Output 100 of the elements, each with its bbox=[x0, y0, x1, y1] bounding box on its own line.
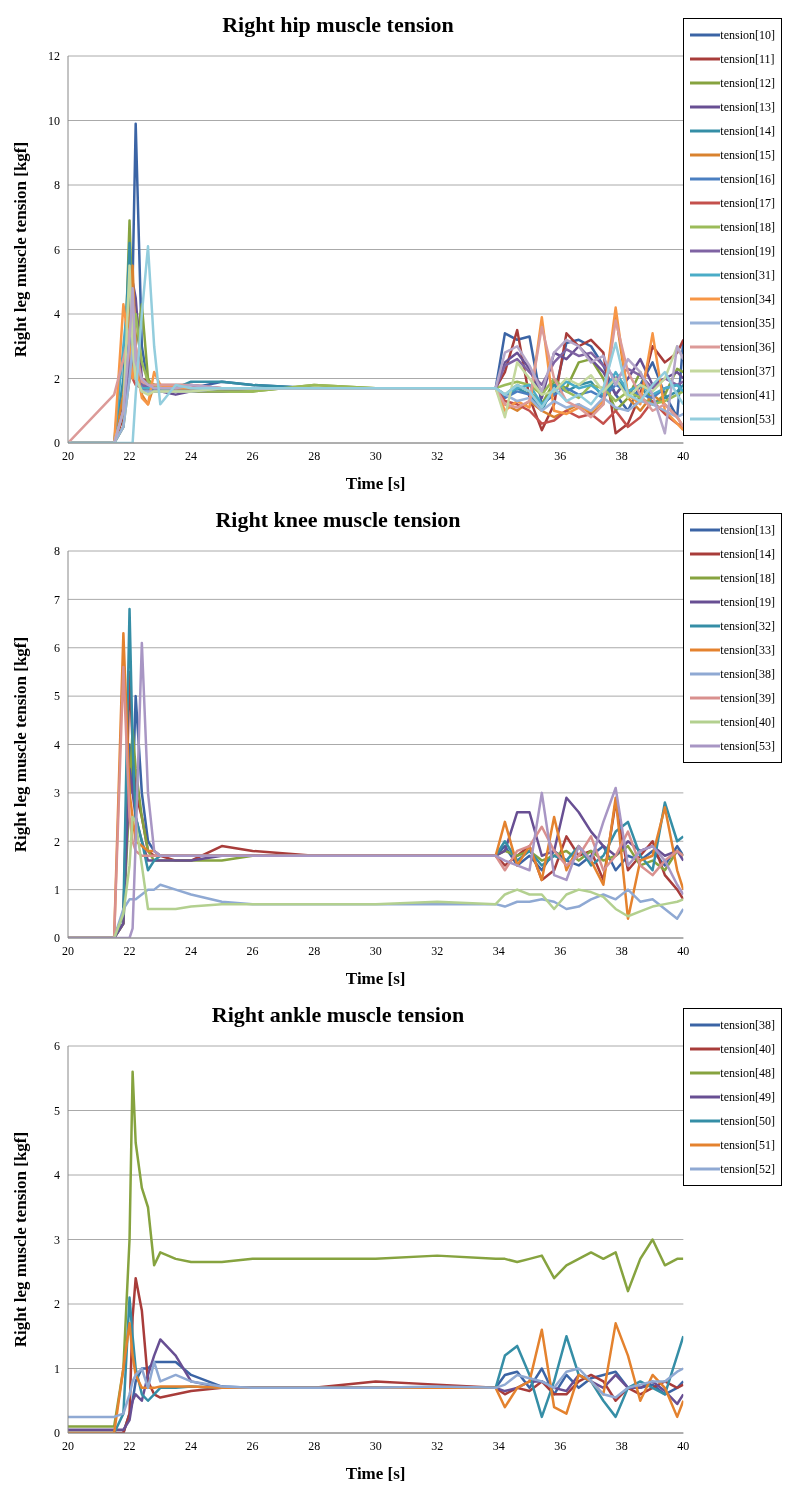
x-tick-label: 36 bbox=[554, 448, 567, 463]
legend-label: tension[35] bbox=[720, 315, 775, 331]
y-tick-label: 10 bbox=[48, 113, 60, 128]
legend-label: tension[36] bbox=[720, 339, 775, 355]
x-tick-label: 38 bbox=[615, 448, 628, 463]
x-tick-label: 30 bbox=[369, 943, 382, 958]
legend-label: tension[18] bbox=[720, 219, 775, 235]
x-tick-label: 20 bbox=[62, 448, 74, 463]
x-tick-label: 34 bbox=[492, 943, 505, 958]
x-tick-label: 40 bbox=[677, 1438, 690, 1453]
y-tick-label: 4 bbox=[54, 307, 60, 322]
legend-label: tension[10] bbox=[720, 27, 775, 43]
y-axis-title: Right leg muscle tension [kgf] bbox=[11, 636, 31, 853]
y-tick-label: 4 bbox=[54, 737, 60, 752]
legend-label: tension[53] bbox=[720, 738, 775, 754]
legend-label: tension[50] bbox=[720, 1113, 775, 1129]
x-tick-label: 34 bbox=[492, 1438, 505, 1453]
x-tick-label: 28 bbox=[308, 943, 321, 958]
legend-label: tension[41] bbox=[720, 387, 775, 403]
x-tick-label: 22 bbox=[123, 943, 136, 958]
legend-label: tension[16] bbox=[720, 171, 775, 187]
y-tick-label: 8 bbox=[54, 178, 60, 193]
legend-label: tension[32] bbox=[720, 618, 775, 634]
y-tick-label: 5 bbox=[54, 1103, 60, 1118]
legend-label: tension[38] bbox=[720, 666, 775, 682]
legend-label: tension[33] bbox=[720, 642, 775, 658]
x-tick-label: 20 bbox=[62, 1438, 74, 1453]
x-tick-label: 32 bbox=[431, 1438, 444, 1453]
x-tick-label: 20 bbox=[62, 943, 74, 958]
x-tick-label: 22 bbox=[123, 448, 136, 463]
y-tick-label: 2 bbox=[54, 834, 60, 849]
y-tick-label: 0 bbox=[54, 436, 60, 451]
x-axis-title: Time [s] bbox=[345, 969, 406, 988]
x-tick-label: 28 bbox=[308, 1438, 321, 1453]
y-tick-label: 6 bbox=[54, 641, 60, 656]
x-tick-label: 30 bbox=[369, 448, 382, 463]
x-tick-label: 36 bbox=[554, 1438, 567, 1453]
y-tick-label: 0 bbox=[54, 1426, 60, 1441]
x-tick-label: 30 bbox=[369, 1438, 382, 1453]
x-tick-label: 32 bbox=[431, 943, 444, 958]
y-tick-label: 1 bbox=[54, 1361, 60, 1376]
legend-label: tension[18] bbox=[720, 570, 775, 586]
x-tick-label: 24 bbox=[185, 1438, 198, 1453]
chart-title: Right knee muscle tension bbox=[214, 506, 462, 534]
legend-label: tension[11] bbox=[720, 51, 775, 67]
legend-label: tension[51] bbox=[720, 1137, 775, 1153]
line-series bbox=[68, 1360, 684, 1419]
chart-title: Right ankle muscle tension bbox=[210, 1001, 466, 1029]
legend-label: tension[37] bbox=[720, 363, 775, 379]
legend-label: tension[17] bbox=[720, 195, 775, 211]
legend-label: tension[14] bbox=[720, 123, 775, 139]
y-tick-label: 7 bbox=[54, 592, 60, 607]
legend-label: tension[13] bbox=[720, 99, 775, 115]
legend-label: tension[19] bbox=[720, 243, 775, 259]
y-tick-label: 6 bbox=[54, 1039, 60, 1054]
legend-label: tension[14] bbox=[720, 546, 775, 562]
x-tick-label: 40 bbox=[677, 943, 690, 958]
legend-label: tension[53] bbox=[720, 411, 775, 427]
x-tick-label: 26 bbox=[246, 448, 259, 463]
y-tick-label: 0 bbox=[54, 931, 60, 946]
legend-label: tension[49] bbox=[720, 1089, 775, 1105]
x-tick-label: 36 bbox=[554, 943, 567, 958]
legend-label: tension[39] bbox=[720, 690, 775, 706]
y-axis-title: Right leg muscle tension [kgf] bbox=[11, 141, 31, 358]
x-axis-title: Time [s] bbox=[345, 1464, 406, 1483]
legend-label: tension[48] bbox=[720, 1065, 775, 1081]
legend-label: tension[40] bbox=[720, 714, 775, 730]
y-tick-label: 8 bbox=[54, 544, 60, 559]
chart-title: Right hip muscle tension bbox=[221, 11, 455, 39]
y-axis-title: Right leg muscle tension [kgf] bbox=[11, 1131, 31, 1348]
y-tick-label: 2 bbox=[54, 371, 60, 386]
legend-label: tension[19] bbox=[720, 594, 775, 610]
x-tick-label: 40 bbox=[677, 448, 690, 463]
legend-label: tension[13] bbox=[720, 522, 775, 538]
x-tick-label: 38 bbox=[615, 943, 628, 958]
legend-label: tension[38] bbox=[720, 1017, 775, 1033]
y-tick-label: 3 bbox=[54, 786, 60, 801]
y-tick-label: 4 bbox=[54, 1168, 60, 1183]
y-tick-label: 6 bbox=[54, 242, 60, 257]
x-tick-label: 38 bbox=[615, 1438, 628, 1453]
x-tick-label: 32 bbox=[431, 448, 444, 463]
y-tick-label: 1 bbox=[54, 882, 60, 897]
x-axis-title: Time [s] bbox=[345, 474, 406, 493]
x-tick-label: 22 bbox=[123, 1438, 136, 1453]
x-tick-label: 26 bbox=[246, 943, 259, 958]
legend-label: tension[15] bbox=[720, 147, 775, 163]
x-tick-label: 28 bbox=[308, 448, 321, 463]
y-tick-label: 5 bbox=[54, 689, 60, 704]
legend-label: tension[12] bbox=[720, 75, 775, 91]
y-tick-label: 12 bbox=[48, 49, 60, 64]
x-tick-label: 24 bbox=[185, 448, 198, 463]
legend-label: tension[34] bbox=[720, 291, 775, 307]
legend-label: tension[40] bbox=[720, 1041, 775, 1057]
y-tick-label: 2 bbox=[54, 1297, 60, 1312]
x-tick-label: 26 bbox=[246, 1438, 259, 1453]
legend-label: tension[31] bbox=[720, 267, 775, 283]
legend-label: tension[52] bbox=[720, 1161, 775, 1177]
line-series bbox=[68, 1070, 684, 1428]
y-tick-label: 3 bbox=[54, 1232, 60, 1247]
x-tick-label: 24 bbox=[185, 943, 198, 958]
